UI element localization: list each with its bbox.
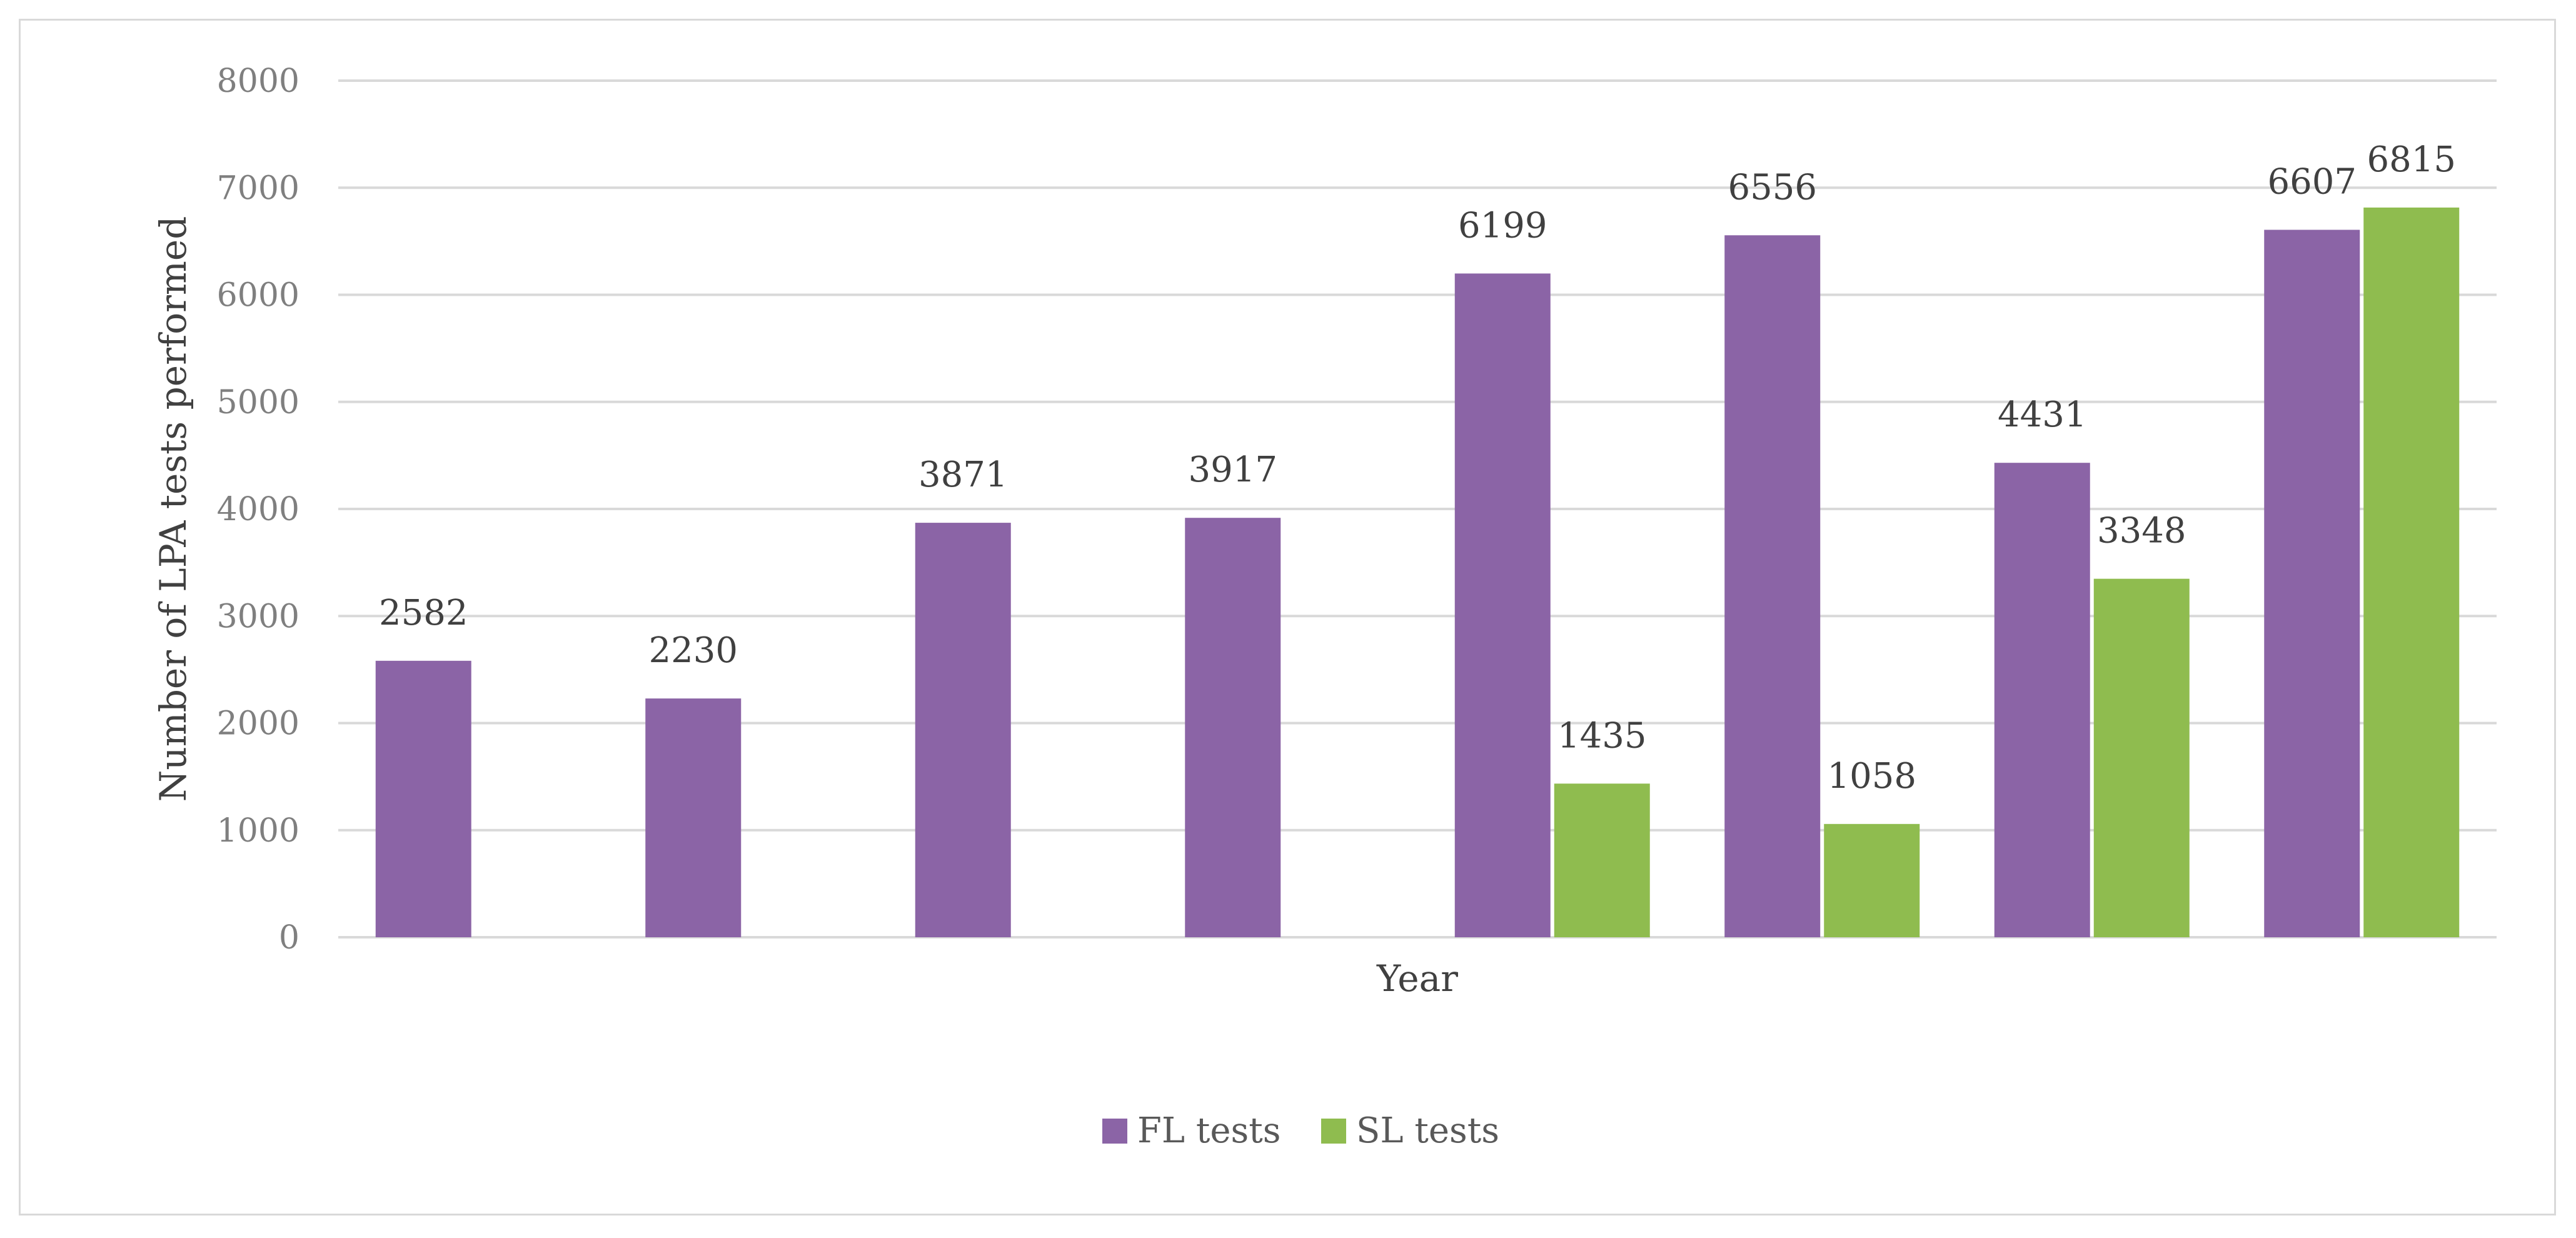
y-tick-label: 1000 [217,812,299,850]
data-label-sl-8: 6815 [2367,139,2456,180]
y-tick-label: 0 [279,919,299,957]
y-tick-label: 6000 [217,277,299,315]
data-label-fl-6: 6556 [1728,167,1817,208]
bar-sl-7 [2093,578,2190,937]
bar-sl-5 [1554,783,1650,937]
bar-sl-6 [1824,823,1920,937]
x-axis-title: Year [1376,957,1458,1000]
legend-swatch-sl-tests [1321,1119,1346,1144]
chart-frame: 0 1000 2000 3000 4000 5000 6000 7000 8000 2582 22… [19,19,2556,1215]
data-label-fl-2: 2230 [648,630,738,671]
data-label-fl-5: 6199 [1458,205,1547,246]
data-labels: 2582 2230 3871 3917 6199 1435 6556 1058 4431 3348… [379,139,2456,797]
legend-swatch-fl-tests [1102,1119,1127,1144]
data-label-fl-7: 4431 [1998,395,2087,435]
bar-fl-2 [645,698,742,937]
bar-fl-8 [2264,229,2360,937]
data-label-fl-4: 3917 [1188,450,1277,490]
y-tick-label: 4000 [217,491,299,528]
bar-fl-5 [1454,273,1551,937]
legend-label-fl-tests: FL tests [1137,1110,1280,1151]
y-tick-label: 2000 [217,705,299,743]
legend: FL tests SL tests [1102,1110,1499,1151]
bar-fl-7 [1994,463,2090,937]
data-label-sl-7: 3348 [2097,511,2186,551]
data-label-sl-5: 1435 [1557,715,1647,756]
bar-fl-6 [1724,235,1821,937]
bars [375,207,2460,937]
bar-fl-4 [1185,518,1281,937]
y-tick-label: 7000 [217,169,299,207]
data-label-fl-1: 2582 [379,593,468,633]
y-axis-ticks: 0 1000 2000 3000 4000 5000 6000 7000 8000 [217,63,299,957]
bar-fl-3 [915,523,1011,937]
data-label-fl-3: 3871 [918,455,1008,495]
y-tick-label: 5000 [217,384,299,421]
data-label-fl-8: 6607 [2267,162,2357,203]
legend-label-sl-tests: SL tests [1356,1110,1499,1151]
data-label-sl-6: 1058 [1827,756,1916,797]
bar-chart: 0 1000 2000 3000 4000 5000 6000 7000 8000 2582 22… [152,63,2497,1151]
y-tick-label: 8000 [217,63,299,100]
y-axis-title: Number of LPA tests performed [152,216,194,802]
bar-sl-8 [2363,207,2460,937]
bar-fl-1 [375,660,471,937]
y-tick-label: 3000 [217,598,299,635]
